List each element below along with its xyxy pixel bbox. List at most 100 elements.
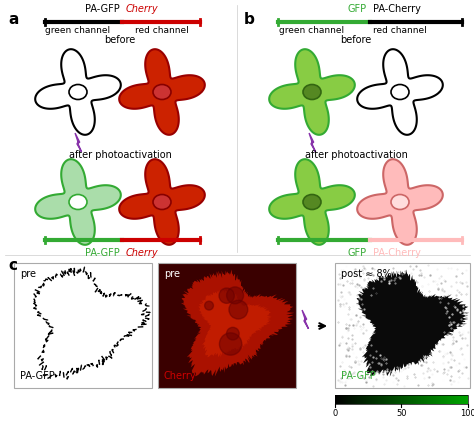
Circle shape — [205, 301, 213, 310]
Bar — [399, 395, 401, 404]
Bar — [365, 395, 366, 404]
Text: Cherry: Cherry — [126, 4, 158, 14]
Bar — [463, 395, 464, 404]
Bar — [382, 395, 383, 404]
Ellipse shape — [69, 85, 87, 99]
Bar — [456, 395, 457, 404]
Bar — [335, 263, 470, 388]
Bar — [377, 395, 379, 404]
Bar — [394, 395, 395, 404]
Bar — [364, 395, 365, 404]
Polygon shape — [269, 159, 355, 245]
Text: before: before — [340, 35, 372, 45]
Bar — [412, 395, 414, 404]
Bar — [356, 395, 358, 404]
Bar — [445, 395, 447, 404]
Text: red channel: red channel — [135, 26, 189, 35]
Bar — [353, 395, 355, 404]
Text: PA-GFP: PA-GFP — [341, 371, 376, 381]
Bar — [421, 395, 423, 404]
Bar — [458, 395, 460, 404]
Bar — [434, 395, 435, 404]
Bar — [375, 395, 376, 404]
Bar — [397, 395, 399, 404]
Ellipse shape — [153, 85, 171, 99]
Bar — [440, 395, 442, 404]
Bar — [430, 395, 432, 404]
Ellipse shape — [391, 194, 409, 209]
Bar — [379, 395, 381, 404]
Bar — [398, 395, 400, 404]
Polygon shape — [198, 288, 272, 357]
Bar — [14, 263, 152, 388]
Bar — [345, 395, 346, 404]
Text: PA-GFP: PA-GFP — [20, 371, 55, 381]
Bar — [357, 395, 359, 404]
Polygon shape — [302, 310, 309, 329]
Bar — [391, 395, 392, 404]
Bar — [433, 395, 434, 404]
Text: before: before — [104, 35, 136, 45]
Text: green channel: green channel — [46, 26, 110, 35]
Bar — [407, 395, 409, 404]
Bar — [340, 395, 342, 404]
Bar — [338, 395, 340, 404]
Polygon shape — [35, 159, 121, 245]
Bar — [343, 395, 345, 404]
Bar — [426, 395, 428, 404]
Circle shape — [227, 287, 244, 304]
Circle shape — [229, 300, 248, 319]
Bar — [465, 395, 466, 404]
Text: after photoactivation: after photoactivation — [305, 150, 408, 160]
Polygon shape — [356, 269, 469, 377]
Text: PA-GFP: PA-GFP — [85, 248, 119, 258]
Text: 100: 100 — [460, 409, 474, 418]
Ellipse shape — [153, 194, 171, 209]
Bar — [388, 395, 390, 404]
Text: GFP: GFP — [348, 4, 367, 14]
Bar — [384, 395, 385, 404]
Bar — [467, 395, 468, 404]
Bar — [422, 395, 424, 404]
Bar — [344, 395, 346, 404]
Bar — [435, 395, 437, 404]
Bar — [373, 395, 374, 404]
Bar — [354, 395, 356, 404]
Ellipse shape — [303, 194, 321, 209]
Polygon shape — [35, 49, 121, 135]
Text: Cherry: Cherry — [164, 371, 197, 381]
Text: PA-GFP: PA-GFP — [85, 4, 119, 14]
Bar — [464, 395, 465, 404]
Circle shape — [227, 327, 239, 340]
Bar — [355, 395, 356, 404]
Bar — [409, 395, 411, 404]
Bar — [401, 395, 403, 404]
Bar — [415, 395, 416, 404]
Bar — [429, 395, 431, 404]
Polygon shape — [309, 133, 316, 152]
Ellipse shape — [391, 85, 409, 99]
Bar — [402, 395, 404, 404]
Bar — [349, 395, 351, 404]
Bar — [396, 395, 398, 404]
Bar — [410, 395, 412, 404]
Bar — [389, 395, 391, 404]
Bar — [447, 395, 448, 404]
Bar — [450, 395, 452, 404]
Polygon shape — [119, 159, 205, 245]
Bar — [361, 395, 362, 404]
Text: post ≈ 8%: post ≈ 8% — [341, 269, 392, 279]
Bar — [446, 395, 447, 404]
Bar — [385, 395, 386, 404]
Text: red channel: red channel — [373, 26, 427, 35]
Bar — [383, 395, 384, 404]
Bar — [378, 395, 380, 404]
Text: pre: pre — [20, 269, 36, 279]
Text: after photoactivation: after photoactivation — [69, 150, 172, 160]
Bar — [436, 395, 438, 404]
Bar — [439, 395, 441, 404]
Bar — [431, 395, 433, 404]
Ellipse shape — [303, 85, 321, 99]
Bar — [372, 395, 373, 404]
Bar — [387, 395, 389, 404]
